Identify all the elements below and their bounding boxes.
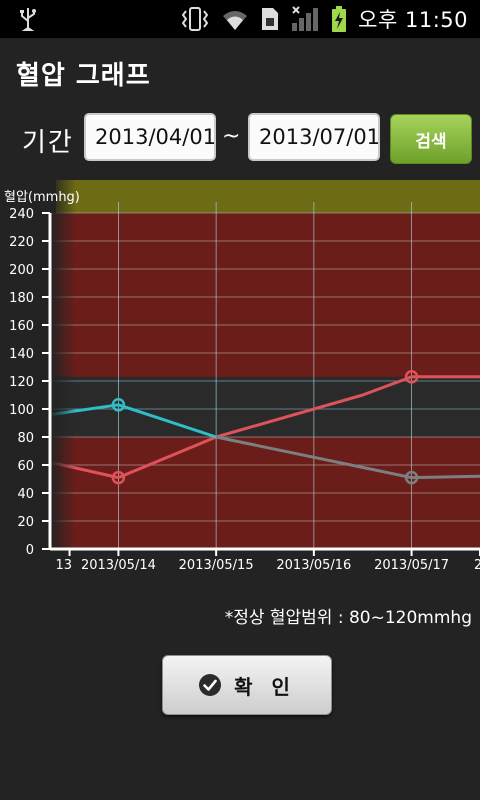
- signal-icon: [292, 6, 319, 31]
- y-tick-label: 200: [9, 263, 34, 278]
- data-point-marker: [404, 370, 419, 384]
- x-tick-label: 2: [474, 558, 480, 570]
- start-date-field[interactable]: [84, 113, 216, 161]
- x-tick-label: 2013/05/15: [179, 558, 254, 570]
- confirm-button[interactable]: 확 인: [162, 655, 332, 715]
- usb-icon: [20, 8, 36, 31]
- y-tick-label: 180: [9, 291, 34, 306]
- sim-icon: [262, 8, 279, 30]
- y-tick-label: 80: [17, 431, 34, 446]
- page-title: 혈압 그래프: [16, 61, 151, 91]
- top-band: [50, 180, 480, 213]
- vibrate-icon: [181, 7, 209, 31]
- confirm-label: 확 인: [234, 674, 296, 699]
- status-bar: 오후 11:50: [0, 0, 480, 38]
- left-fade: [50, 180, 76, 549]
- status-time: 오후 11:50: [358, 8, 468, 32]
- check-circle-icon: [199, 674, 222, 696]
- high-range-band: [50, 213, 480, 377]
- y-tick-label: 40: [17, 487, 34, 502]
- y-tick-label: 20: [17, 515, 34, 530]
- y-tick-label: 0: [26, 543, 34, 558]
- x-tick-label: 2013/05/17: [374, 558, 449, 570]
- y-axis-label: 혈압(mmhg): [4, 190, 80, 205]
- series-line-2: [215, 435, 480, 480]
- y-tick-label: 120: [9, 375, 34, 390]
- date-separator: ~: [222, 124, 241, 149]
- y-tick-label: 140: [9, 347, 34, 362]
- y-tick-label: 100: [9, 403, 34, 418]
- x-tick-label: 2013/05/16: [276, 558, 351, 570]
- data-point-marker: [404, 470, 419, 485]
- x-tick-label: 2013/05/14: [81, 558, 156, 570]
- y-axis-panel: [0, 180, 50, 551]
- normal-range-note: *정상 혈압범위 : 80~120mmhg: [224, 608, 472, 628]
- y-tick-label: 160: [9, 319, 34, 334]
- y-axis-top-cap: [50, 180, 56, 213]
- chart-svg: 0 20 40 60 80 100 120 140 160 180 200 220 240 13 2013/…: [0, 180, 480, 570]
- x-tick-label: 13: [55, 558, 72, 570]
- end-date-field[interactable]: [248, 113, 380, 161]
- search-button[interactable]: 검색: [390, 114, 472, 164]
- data-point-marker: [111, 470, 126, 485]
- wifi-icon: [223, 11, 248, 30]
- battery-charging-icon: [332, 6, 347, 32]
- series-line-0: [49, 375, 480, 480]
- data-point-marker: [111, 398, 126, 412]
- blood-pressure-chart[interactable]: 0 20 40 60 80 100 120 140 160 180 200 220 240 13 2013/…: [0, 180, 480, 570]
- y-tick-label: 240: [9, 207, 34, 222]
- y-tick-label: 60: [17, 459, 34, 474]
- y-tick-label: 220: [9, 235, 34, 250]
- period-label: 기간: [22, 128, 74, 158]
